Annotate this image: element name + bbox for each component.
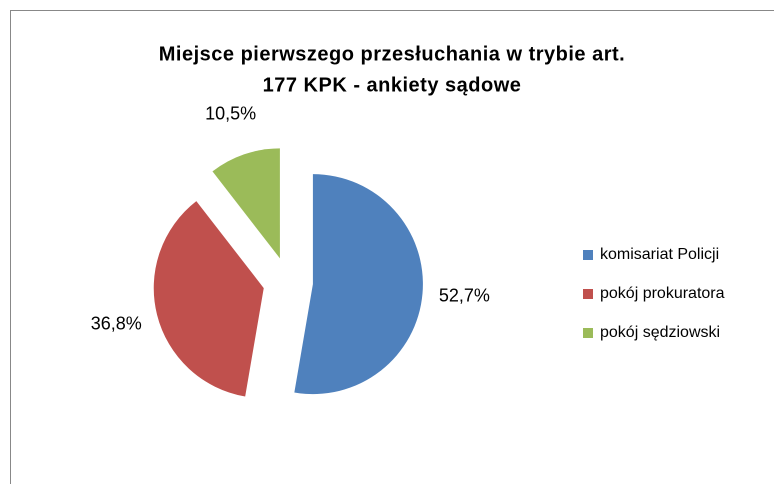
data-label: 52,7% xyxy=(439,286,490,306)
data-label: 10,5% xyxy=(205,103,256,123)
legend-label: pokój prokuratora xyxy=(600,285,725,302)
pie-slice xyxy=(294,174,423,395)
legend-swatch xyxy=(583,328,593,338)
legend-label: komisariat Policji xyxy=(600,246,719,263)
pie-slice xyxy=(153,201,264,397)
chart-title: 177 KPK - ankiety sądowe xyxy=(263,74,522,96)
chart-title: Miejsce pierwszego przesłuchania w trybi… xyxy=(159,43,626,65)
legend-swatch xyxy=(583,289,593,299)
pie-slice xyxy=(212,148,280,259)
legend-swatch xyxy=(583,250,593,260)
legend-label: pokój sędziowski xyxy=(600,324,720,341)
data-label: 36,8% xyxy=(91,314,142,334)
